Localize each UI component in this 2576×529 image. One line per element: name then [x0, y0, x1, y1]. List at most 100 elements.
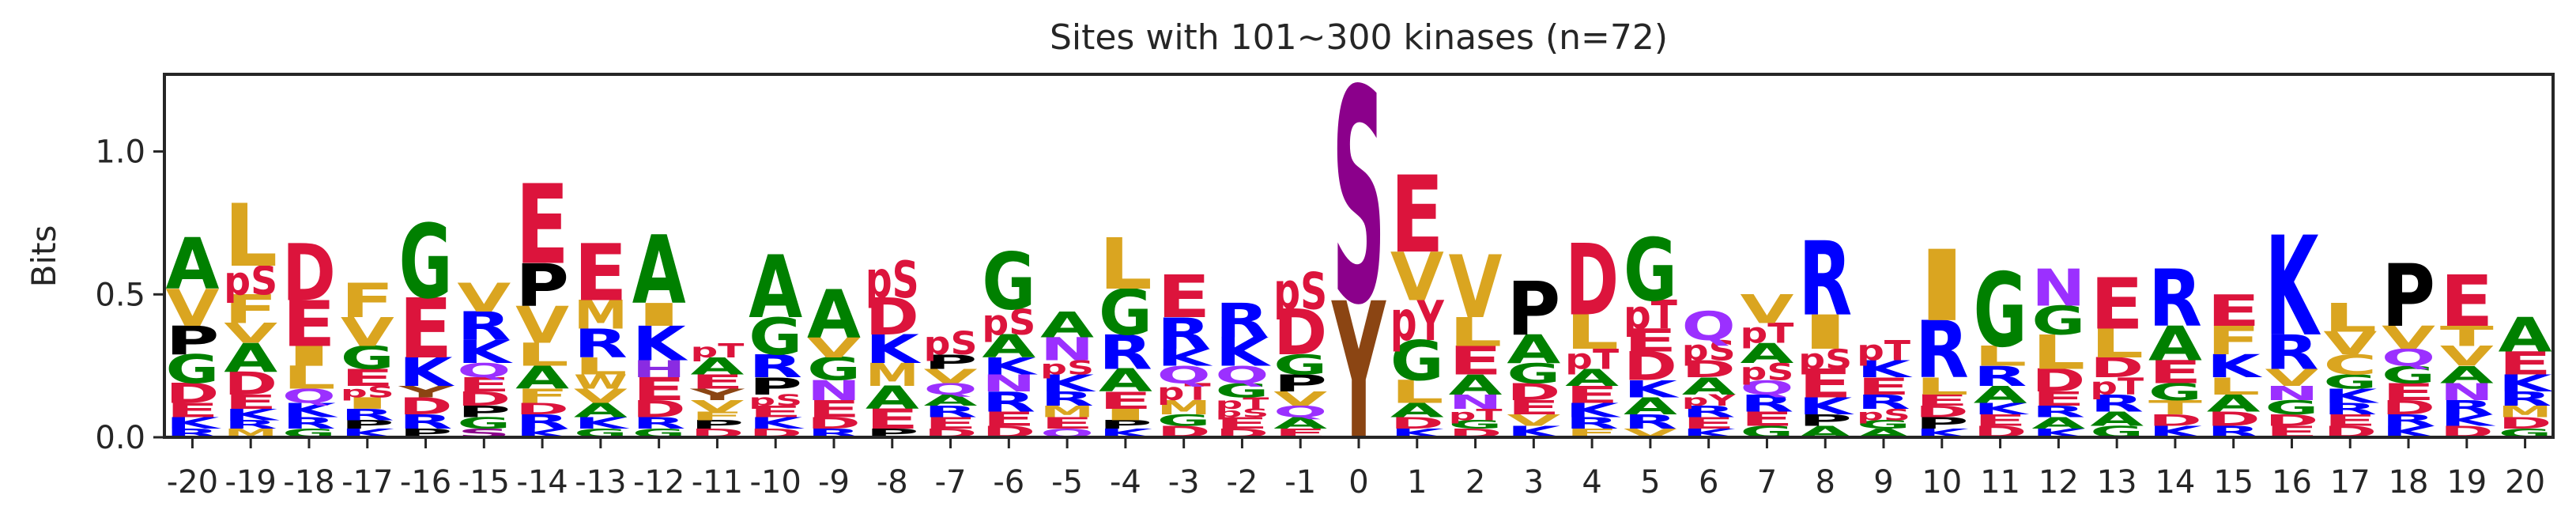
x-tick-label: -17 — [341, 464, 393, 501]
logo-letter: K — [1624, 376, 1680, 402]
logo-letter: R — [1682, 402, 1736, 421]
logo-letter: G — [165, 347, 219, 393]
logo-letter: S — [1332, 29, 1386, 371]
x-tick-label: 1 — [1407, 464, 1427, 501]
logo-letter: G — [1449, 418, 1503, 431]
logo-letter: T — [2148, 396, 2202, 419]
logo-letter: Q — [1157, 361, 1211, 388]
x-tick-label: 19 — [2446, 464, 2487, 501]
logo-letter: pS — [1040, 357, 1094, 380]
logo-letter: D — [2382, 396, 2435, 419]
logo-letter: L — [2090, 321, 2144, 367]
logo-letter: K — [1040, 370, 1096, 397]
logo-letter: G — [1507, 357, 1560, 389]
logo-letter: E — [457, 373, 511, 396]
logo-letter: E — [1974, 411, 2027, 429]
logo-letter: G — [2031, 298, 2085, 344]
logo-letter: Q — [1741, 376, 1794, 399]
logo-letter: P — [165, 318, 219, 364]
logo-letter: A — [2499, 308, 2552, 363]
logo-letter: E — [1915, 391, 1969, 410]
logo-letter: E — [2499, 346, 2552, 382]
logo-letter: G — [1099, 277, 1152, 350]
logo-letter: R — [341, 406, 394, 424]
logo-letter: E — [1798, 361, 1852, 407]
logo-letter: G — [457, 414, 511, 433]
logo-letter: K — [1157, 345, 1213, 372]
logo-letter: K — [1798, 393, 1854, 420]
logo-letter: H — [632, 356, 686, 383]
logo-letter: R — [924, 402, 978, 421]
logo-letter: G — [2323, 371, 2377, 394]
logo-letter: D — [1507, 379, 1560, 406]
x-tick-label: 20 — [2505, 464, 2545, 501]
logo-letter: A — [690, 353, 744, 380]
logo-letter: pS — [1216, 406, 1269, 420]
logo-letter: D — [807, 414, 861, 433]
logo-letter: F — [2207, 318, 2261, 364]
logo-letter: A — [1682, 373, 1736, 400]
logo-letter: D — [457, 387, 511, 410]
logo-letter: A — [749, 237, 802, 338]
x-tick-label: 7 — [1757, 464, 1777, 501]
logo-letter: E — [1857, 373, 1910, 400]
logo-letter: V — [515, 296, 569, 355]
logo-letter: A — [1507, 327, 1560, 372]
logo-letter: G — [1157, 411, 1211, 429]
logo-letter: G — [1624, 220, 1677, 320]
logo-letter: E — [2323, 411, 2377, 429]
logo-letter: D — [1565, 224, 1619, 338]
logo-letter: K — [1857, 356, 1913, 383]
x-tick-label: 9 — [1873, 464, 1893, 501]
logo-letter: pS — [1273, 262, 1327, 321]
logo-letter: V — [1390, 238, 1444, 316]
logo-letter: V — [807, 332, 861, 364]
x-tick-label: -9 — [818, 464, 850, 501]
logo-letter: pY — [1390, 289, 1445, 353]
logo-letter: E — [807, 396, 861, 423]
logo-letter: R — [2031, 402, 2085, 421]
logo-letter: K — [457, 334, 513, 370]
logo-letter: E — [2440, 261, 2494, 342]
logo-letter: E — [1507, 396, 1560, 419]
logo-letter: D — [224, 365, 277, 402]
x-tick-label: 5 — [1640, 464, 1660, 501]
logo-letter: E — [2148, 353, 2202, 390]
logo-letter: N — [807, 375, 861, 406]
logo-letter: N — [2031, 259, 2085, 318]
x-tick-label: 14 — [2155, 464, 2195, 501]
logo-letter: pS — [866, 250, 919, 309]
logo-letter: E — [632, 371, 686, 407]
logo-letter: N — [2265, 382, 2319, 405]
logo-letter: D — [515, 400, 569, 418]
logo-letter: I — [1798, 306, 1852, 361]
logo-letter: V — [165, 278, 219, 338]
logo-letter: E — [2090, 264, 2144, 346]
logo-letter: N — [1449, 391, 1503, 414]
x-tick-label: 2 — [1465, 464, 1485, 501]
logo-letter: E — [1099, 387, 1152, 414]
logo-letter: R — [2148, 254, 2202, 344]
logo-letter: R — [282, 414, 336, 433]
logo-letter: R — [2499, 387, 2552, 410]
logo-letter: pS — [749, 391, 802, 410]
logo-letter: E — [1157, 263, 1211, 331]
logo-letter: L — [1974, 341, 2027, 372]
logo-letter: V — [224, 318, 277, 350]
logo-letter: A — [515, 360, 569, 396]
logo-letter: D — [2499, 414, 2552, 433]
x-tick-label: 6 — [1699, 464, 1718, 501]
logo-letter: K — [982, 353, 1038, 380]
logo-letter: pT — [1741, 318, 1794, 350]
logo-letter: D — [2265, 411, 2319, 429]
logo-letter: P — [341, 418, 394, 431]
logo-letter: A — [165, 224, 219, 305]
logo-letter: R — [1565, 414, 1619, 433]
logo-letter: W — [574, 371, 628, 394]
logo-letter: A — [632, 216, 686, 325]
logo-letter: R — [1915, 306, 1969, 396]
logo-letter: G — [341, 339, 394, 376]
logo-letter: A — [2148, 317, 2202, 372]
logo-letter: D — [2207, 408, 2261, 431]
logo-letter: R — [1624, 410, 1677, 433]
